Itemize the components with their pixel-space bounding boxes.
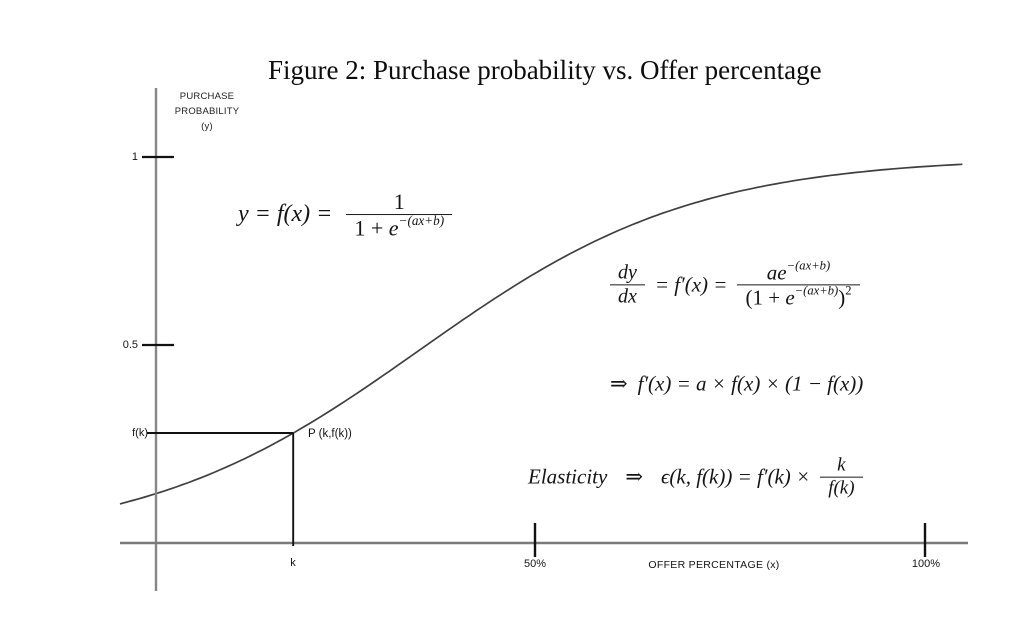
formula-derivative: dy dx = f′(x) = ae−(ax+b) (1 + e−(ax+b))…: [610, 258, 860, 310]
y-tick-label-1: 1: [131, 151, 138, 163]
x-axis-label: OFFER PERCENTAGE (x): [648, 559, 780, 571]
formula-simplified-body: f′(x) = a × f(x) × (1 − f(x)): [637, 371, 864, 396]
sigmoid-curve: [119, 163, 963, 505]
formula-logistic-fraction: 1 1 + e−(ax+b): [346, 189, 453, 241]
elasticity-word: Elasticity: [528, 464, 608, 489]
implies-arrow: ⇒: [610, 371, 628, 396]
formula-derivative-denominator: (1 + e−(ax+b))2: [737, 284, 860, 310]
formula-derivative-fraction: ae−(ax+b) (1 + e−(ax+b))2: [737, 258, 860, 310]
formula-elasticity-fraction: k f(k): [820, 455, 863, 500]
y-axis-label-line1: PURCHASE: [179, 91, 235, 102]
formula-elasticity-body: ϵ(k, f(k)) = f′(k) ×: [660, 464, 811, 489]
formula-derivative-numerator: ae−(ax+b): [766, 258, 831, 285]
y-axis-label: PURCHASE PROBABILITY (y): [161, 89, 253, 134]
formula-elasticity: Elasticity ⇒ ϵ(k, f(k)) = f′(k) × k f(k): [528, 455, 863, 500]
x-tick-label-k: k: [290, 557, 296, 569]
formula-logistic-numerator: 1: [393, 189, 405, 215]
formula-logistic-lhs: y = f(x) =: [238, 201, 333, 228]
y-tick-label-fk: f(k): [132, 427, 148, 439]
formula-derivative-mid: = f′(x) =: [654, 272, 728, 297]
formula-simplified: ⇒ f′(x) = a × f(x) × (1 − f(x)): [610, 372, 863, 397]
x-tick-label-50: 50%: [523, 558, 547, 570]
elasticity-arrow: ⇒: [625, 464, 643, 489]
formula-derivative-dydx: dy dx: [610, 262, 645, 309]
formula-logistic-denominator: 1 + e−(ax+b): [346, 213, 453, 241]
formula-logistic: y = f(x) = 1 1 + e−(ax+b): [238, 189, 453, 241]
x-tick-label-100: 100%: [911, 558, 941, 570]
point-p-label: P (k,f(k)): [308, 428, 352, 440]
y-tick-label-0-5: 0.5: [122, 339, 138, 351]
y-axis-label-line3: (y): [201, 121, 213, 132]
y-axis-label-line2: PROBABILITY: [174, 106, 240, 117]
figure-title: Figure 2: Purchase probability vs. Offer…: [268, 55, 822, 85]
